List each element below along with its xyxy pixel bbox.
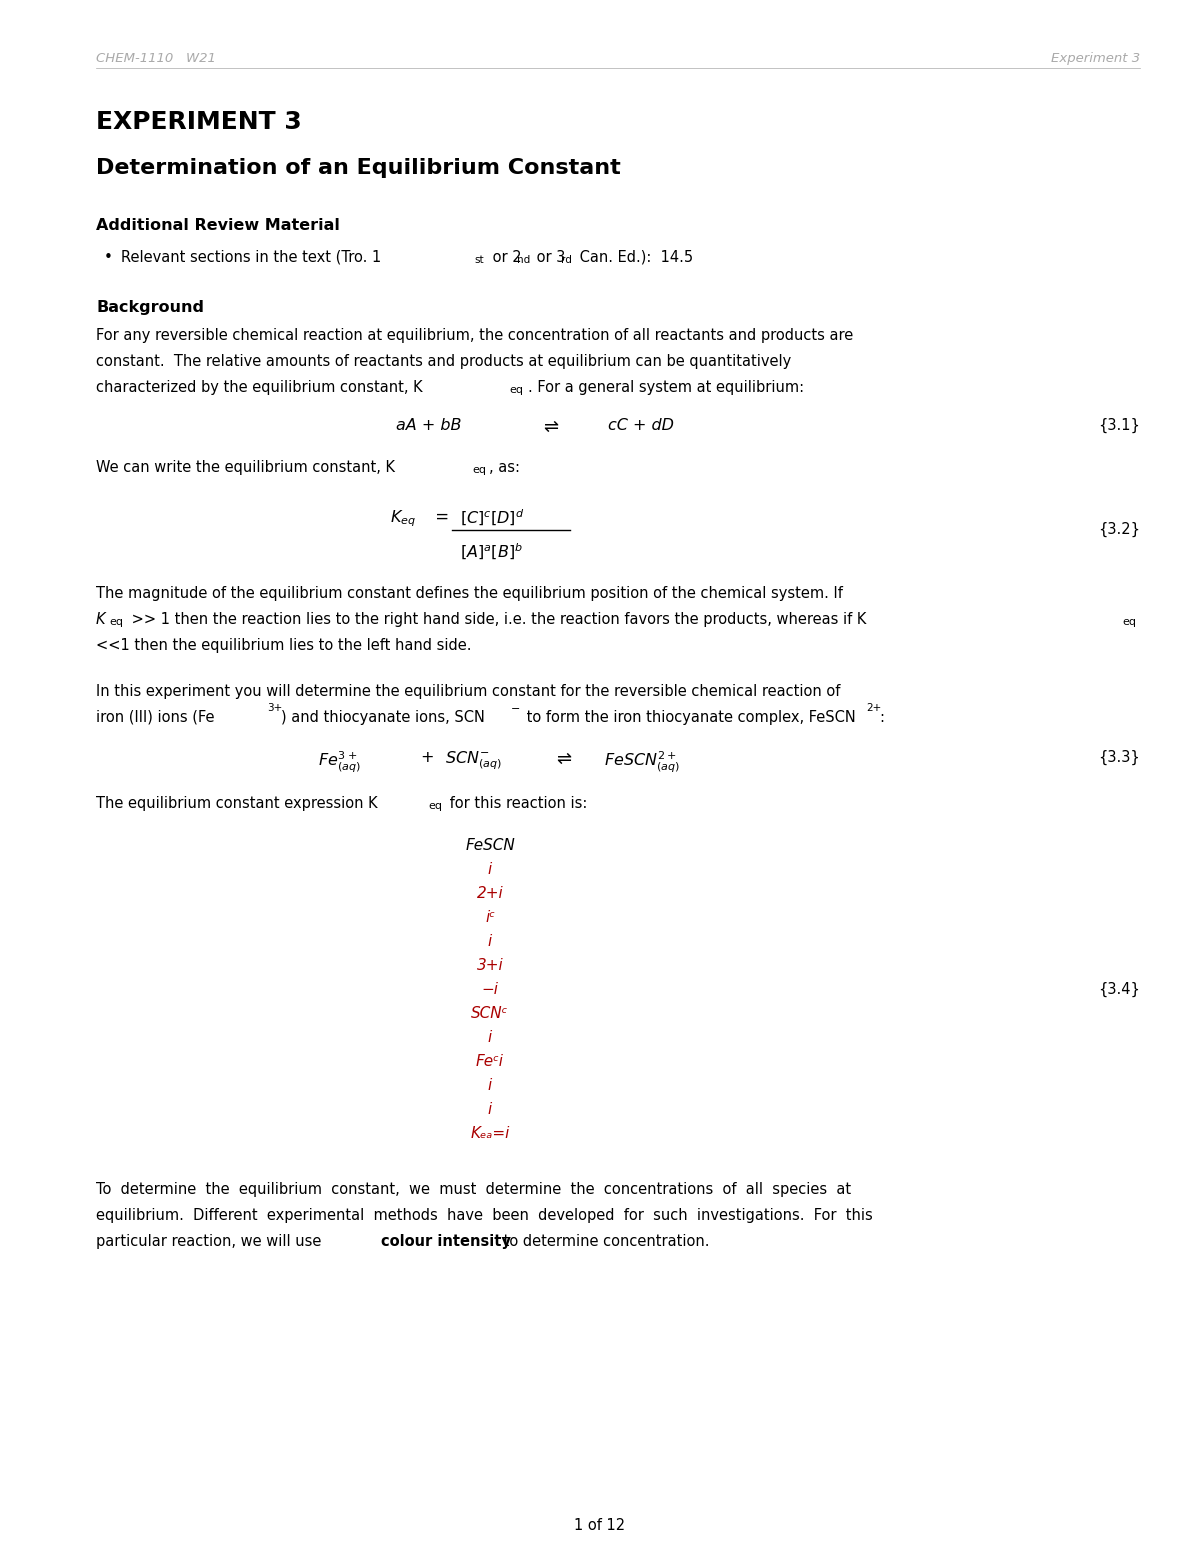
Text: , as:: , as: <box>490 460 520 475</box>
Text: The equilibrium constant expression K: The equilibrium constant expression K <box>96 797 378 811</box>
Text: FeSCN: FeSCN <box>466 839 515 853</box>
Text: i: i <box>488 933 492 949</box>
Text: $FeSCN^{2+}_{(aq)}$: $FeSCN^{2+}_{(aq)}$ <box>604 750 680 775</box>
Text: or 2: or 2 <box>488 250 522 266</box>
Text: Can. Ed.):  14.5: Can. Ed.): 14.5 <box>575 250 694 266</box>
Text: EXPERIMENT 3: EXPERIMENT 3 <box>96 110 301 134</box>
Text: eq: eq <box>109 617 124 627</box>
Text: Relevant sections in the text (Tro. 1: Relevant sections in the text (Tro. 1 <box>121 250 382 266</box>
Text: eq: eq <box>509 385 523 394</box>
Text: −: − <box>511 704 521 714</box>
Text: 3+i: 3+i <box>476 958 503 974</box>
Text: eq: eq <box>1122 617 1136 627</box>
Text: CHEM-1110   W21: CHEM-1110 W21 <box>96 51 216 65</box>
Text: {3.3}: {3.3} <box>1098 750 1140 766</box>
Text: i: i <box>488 862 492 877</box>
Text: cC + dD: cC + dD <box>608 418 674 433</box>
Text: Background: Background <box>96 300 204 315</box>
Text: 2+: 2+ <box>866 704 881 713</box>
Text: −i: −i <box>481 981 498 997</box>
Text: $Fe^{3+}_{(aq)}$: $Fe^{3+}_{(aq)}$ <box>318 750 361 775</box>
Text: {3.4}: {3.4} <box>1098 981 1140 997</box>
Text: •: • <box>104 250 113 266</box>
Text: colour intensity: colour intensity <box>382 1235 511 1249</box>
Text: We can write the equilibrium constant, K: We can write the equilibrium constant, K <box>96 460 395 475</box>
Text: 1 of 12: 1 of 12 <box>575 1517 625 1533</box>
Text: for this reaction is:: for this reaction is: <box>445 797 587 811</box>
Text: $K_{eq}$: $K_{eq}$ <box>390 508 416 528</box>
Text: <<1 then the equilibrium lies to the left hand side.: <<1 then the equilibrium lies to the lef… <box>96 638 472 652</box>
Text: K: K <box>96 612 106 627</box>
Text: particular reaction, we will use: particular reaction, we will use <box>96 1235 326 1249</box>
Text: aA + bB: aA + bB <box>396 418 462 433</box>
Text: Experiment 3: Experiment 3 <box>1051 51 1140 65</box>
Text: nd: nd <box>517 255 530 266</box>
Text: :: : <box>878 710 884 725</box>
Text: {3.1}: {3.1} <box>1098 418 1140 433</box>
Text: ) and thiocyanate ions, SCN: ) and thiocyanate ions, SCN <box>281 710 485 725</box>
Text: eq: eq <box>428 801 442 811</box>
Text: ⇌: ⇌ <box>542 418 558 436</box>
Text: In this experiment you will determine the equilibrium constant for the reversibl: In this experiment you will determine th… <box>96 683 840 699</box>
Text: to form the iron thiocyanate complex, FeSCN: to form the iron thiocyanate complex, Fe… <box>522 710 856 725</box>
Text: 2+i: 2+i <box>476 887 503 901</box>
Text: Determination of an Equilibrium Constant: Determination of an Equilibrium Constant <box>96 158 620 179</box>
Text: The magnitude of the equilibrium constant defines the equilibrium position of th: The magnitude of the equilibrium constan… <box>96 585 842 601</box>
Text: SCNᶜ: SCNᶜ <box>472 1006 509 1020</box>
Text: i: i <box>488 1103 492 1117</box>
Text: to determine concentration.: to determine concentration. <box>499 1235 709 1249</box>
Text: +: + <box>420 750 433 766</box>
Text: For any reversible chemical reaction at equilibrium, the concentration of all re: For any reversible chemical reaction at … <box>96 328 853 343</box>
Text: =: = <box>430 508 449 526</box>
Text: . For a general system at equilibrium:: . For a general system at equilibrium: <box>528 380 804 394</box>
Text: $[A]^a[B]^b$: $[A]^a[B]^b$ <box>460 542 523 562</box>
Text: characterized by the equilibrium constant, K: characterized by the equilibrium constan… <box>96 380 422 394</box>
Text: constant.  The relative amounts of reactants and products at equilibrium can be : constant. The relative amounts of reacta… <box>96 354 791 370</box>
Text: iron (III) ions (Fe: iron (III) ions (Fe <box>96 710 215 725</box>
Text: Additional Review Material: Additional Review Material <box>96 217 340 233</box>
Text: iᶜ: iᶜ <box>485 910 494 926</box>
Text: equilibrium.  Different  experimental  methods  have  been  developed  for  such: equilibrium. Different experimental meth… <box>96 1208 872 1224</box>
Text: Kₑₐ=i: Kₑₐ=i <box>470 1126 510 1141</box>
Text: 3+: 3+ <box>266 704 282 713</box>
Text: i: i <box>488 1030 492 1045</box>
Text: eq: eq <box>472 464 486 475</box>
Text: i: i <box>488 1078 492 1093</box>
Text: $SCN^{-}_{(aq)}$: $SCN^{-}_{(aq)}$ <box>445 750 502 772</box>
Text: {3.2}: {3.2} <box>1098 522 1140 537</box>
Text: >> 1 then the reaction lies to the right hand side, i.e. the reaction favors the: >> 1 then the reaction lies to the right… <box>127 612 866 627</box>
Text: To  determine  the  equilibrium  constant,  we  must  determine  the  concentrat: To determine the equilibrium constant, w… <box>96 1182 851 1197</box>
Text: or 3: or 3 <box>532 250 565 266</box>
Text: Feᶜi: Feᶜi <box>476 1054 504 1068</box>
Text: ⇌: ⇌ <box>556 750 571 769</box>
Text: $[C]^c[D]^d$: $[C]^c[D]^d$ <box>460 508 524 528</box>
Text: rd: rd <box>562 255 572 266</box>
Text: st: st <box>474 255 484 266</box>
